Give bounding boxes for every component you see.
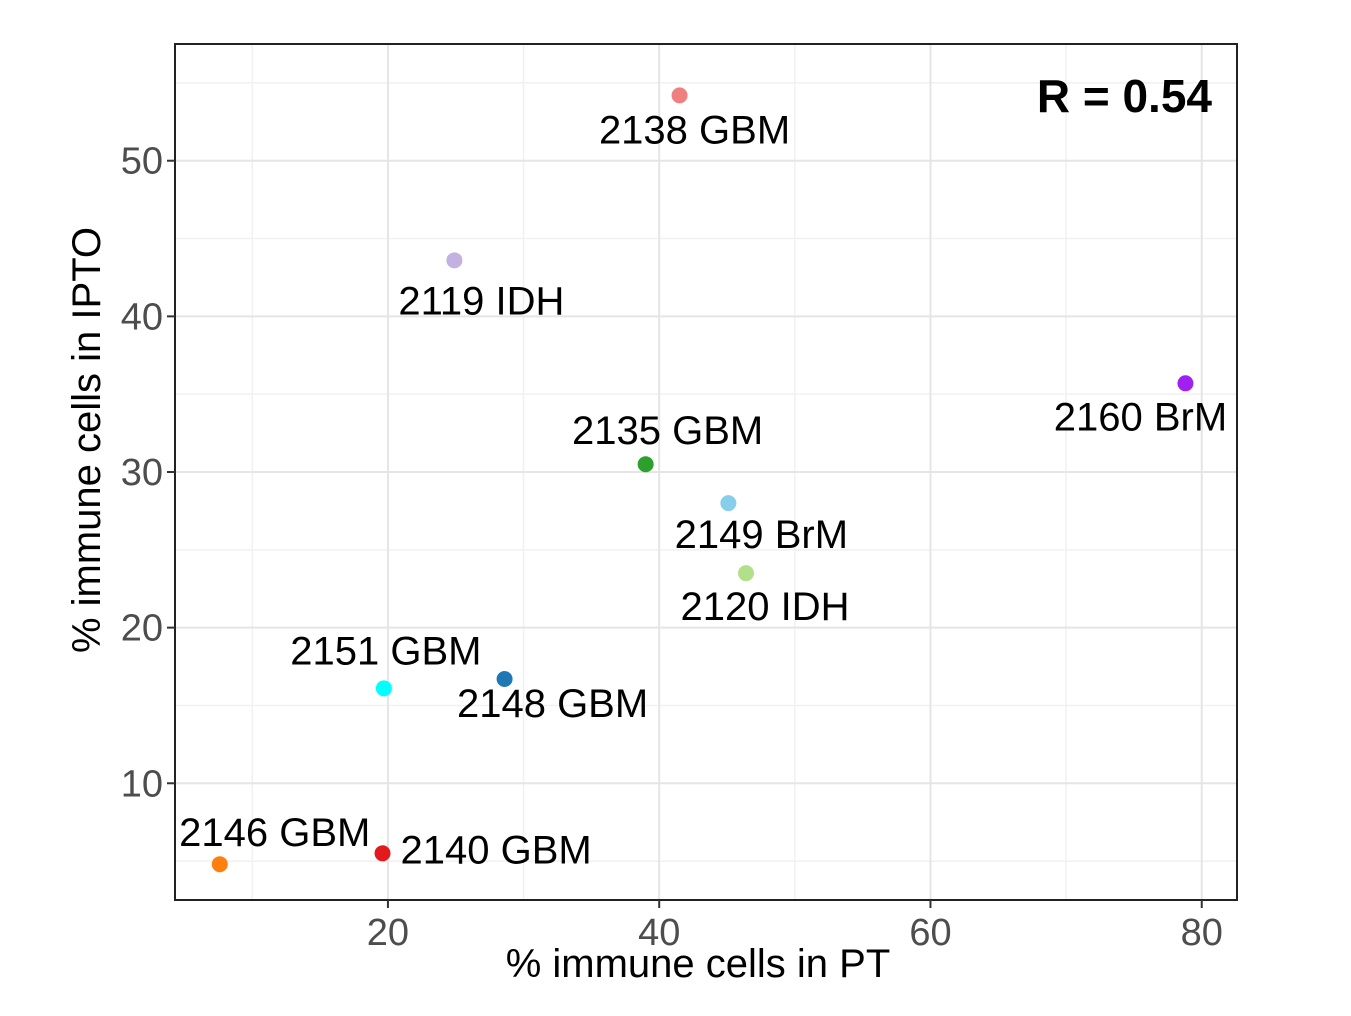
major-gridlines: [175, 44, 1237, 900]
data-points: [211, 87, 1194, 873]
point-labels: 2138 GBM 2119 IDH 2160 BrM 2135 GBM 2149 BrM…: [179, 108, 1227, 872]
data-point: [446, 252, 463, 269]
data-point: [375, 680, 392, 697]
point-label: 2160 BrM: [1054, 395, 1227, 439]
x-tick-label: 20: [367, 912, 409, 954]
x-axis-title: % immune cells in PT: [506, 942, 891, 986]
x-tick-label: 60: [909, 912, 951, 954]
y-tick-label: 40: [121, 296, 163, 338]
point-label: 2119 IDH: [398, 279, 564, 323]
point-label: 2151 GBM: [290, 629, 481, 673]
x-tick-label: 40: [638, 912, 680, 954]
correlation-annotation: R = 0.54: [1037, 70, 1213, 122]
y-tick-label: 50: [121, 141, 163, 183]
y-axis-title: % immune cells in IPTO: [65, 227, 109, 653]
point-label: 2149 BrM: [675, 513, 848, 557]
axis-tick-labels: 20 40 60 80 10 20 30 40 50: [121, 141, 1223, 954]
point-label: 2138 GBM: [599, 108, 790, 152]
axis-ticks: [167, 159, 1203, 908]
point-label: 2148 GBM: [457, 682, 648, 726]
data-point: [496, 670, 513, 687]
data-point: [738, 565, 755, 582]
y-tick-label: 30: [121, 452, 163, 494]
data-point: [1177, 375, 1194, 392]
point-label: 2140 GBM: [401, 828, 592, 872]
data-point: [374, 845, 391, 862]
point-label: 2120 IDH: [681, 585, 850, 629]
y-tick-label: 20: [121, 608, 163, 650]
point-label: 2146 GBM: [179, 811, 370, 855]
point-label: 2135 GBM: [572, 409, 763, 453]
data-point: [671, 87, 688, 104]
x-tick-label: 80: [1181, 912, 1223, 954]
data-point: [211, 856, 228, 873]
y-tick-label: 10: [121, 763, 163, 805]
minor-gridlines: [175, 44, 1237, 900]
data-point: [720, 495, 737, 512]
data-point: [637, 456, 654, 473]
